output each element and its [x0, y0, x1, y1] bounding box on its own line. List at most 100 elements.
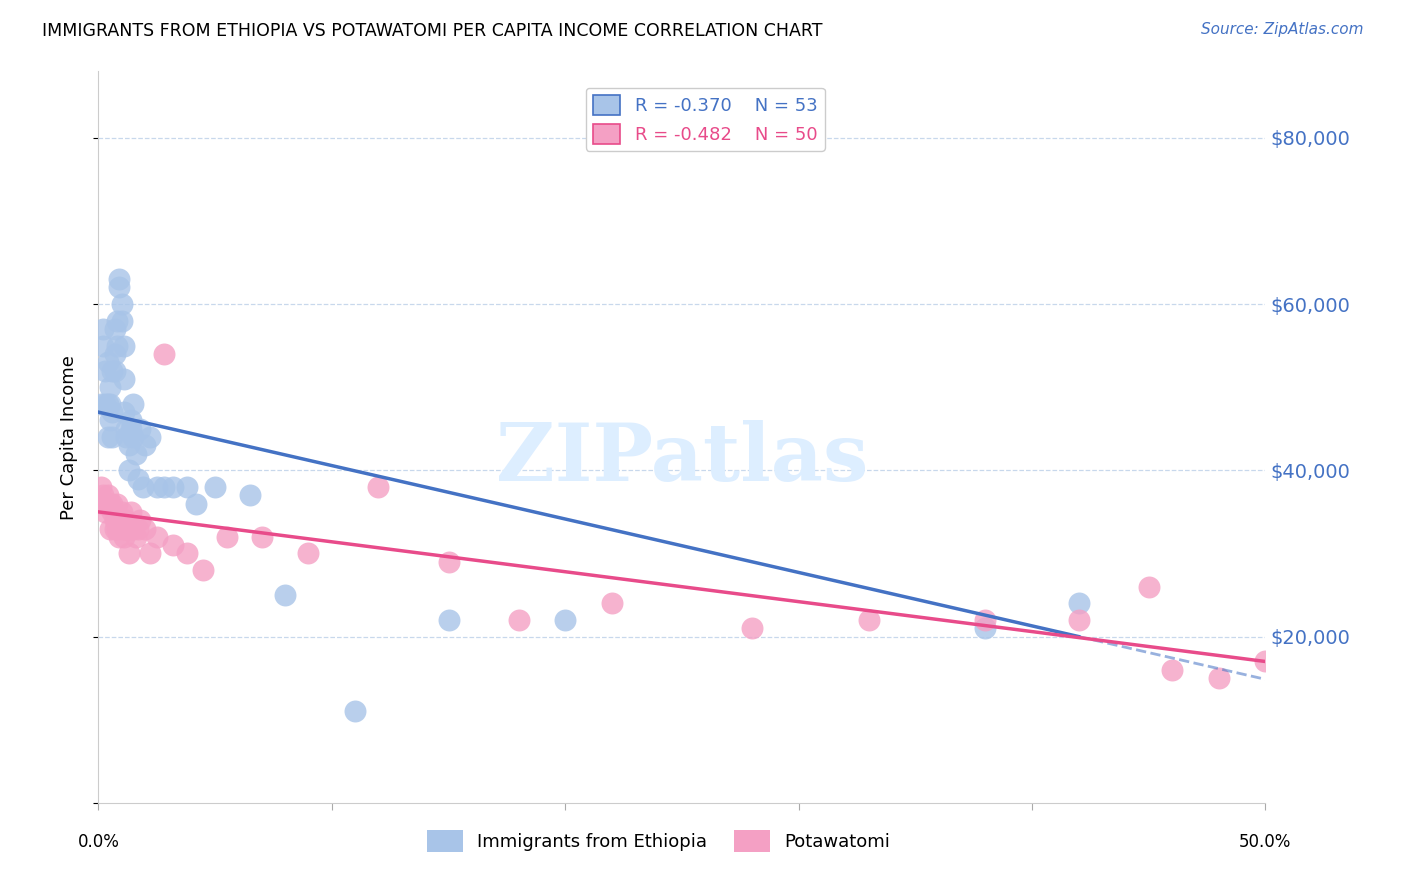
Point — [97, 497, 120, 511]
Point — [118, 546, 141, 560]
Point — [98, 497, 121, 511]
Point — [115, 422, 138, 436]
Point — [98, 380, 121, 394]
Point — [204, 480, 226, 494]
Point — [367, 480, 389, 494]
Point — [104, 513, 127, 527]
Point — [108, 513, 131, 527]
Point — [115, 513, 138, 527]
Point — [91, 338, 114, 352]
Point — [974, 613, 997, 627]
Y-axis label: Per Capita Income: Per Capita Income — [59, 355, 77, 519]
Point — [127, 472, 149, 486]
Point — [101, 497, 124, 511]
Point — [111, 297, 134, 311]
Point — [97, 355, 120, 369]
Point — [186, 497, 208, 511]
Point — [111, 521, 134, 535]
Point — [97, 397, 120, 411]
Point — [115, 430, 138, 444]
Point — [554, 613, 576, 627]
Point — [98, 413, 121, 427]
Point — [122, 521, 145, 535]
Point — [193, 563, 215, 577]
Point — [104, 363, 127, 377]
Point — [90, 480, 112, 494]
Point — [139, 430, 162, 444]
Point — [239, 488, 262, 502]
Point — [120, 413, 142, 427]
Point — [125, 530, 148, 544]
Text: 50.0%: 50.0% — [1239, 833, 1292, 851]
Point — [94, 363, 117, 377]
Point — [162, 538, 184, 552]
Point — [112, 405, 135, 419]
Point — [111, 314, 134, 328]
Point — [90, 397, 112, 411]
Point — [112, 530, 135, 544]
Legend: Immigrants from Ethiopia, Potawatomi: Immigrants from Ethiopia, Potawatomi — [419, 823, 898, 860]
Point — [600, 596, 623, 610]
Point — [108, 280, 131, 294]
Point — [1067, 613, 1090, 627]
Point — [104, 521, 127, 535]
Point — [94, 505, 117, 519]
Point — [115, 521, 138, 535]
Point — [274, 588, 297, 602]
Point — [125, 447, 148, 461]
Point — [111, 505, 134, 519]
Point — [101, 405, 124, 419]
Point — [215, 530, 238, 544]
Point — [98, 397, 121, 411]
Point — [176, 546, 198, 560]
Point — [97, 430, 120, 444]
Point — [101, 363, 124, 377]
Point — [120, 505, 142, 519]
Point — [146, 480, 169, 494]
Point — [118, 438, 141, 452]
Point — [146, 530, 169, 544]
Point — [91, 322, 114, 336]
Point — [152, 480, 174, 494]
Point — [1254, 655, 1277, 669]
Point — [97, 488, 120, 502]
Point — [91, 497, 114, 511]
Point — [129, 513, 152, 527]
Point — [344, 705, 367, 719]
Point — [437, 613, 460, 627]
Text: ZIPatlas: ZIPatlas — [496, 420, 868, 498]
Point — [741, 621, 763, 635]
Point — [122, 430, 145, 444]
Point — [101, 505, 124, 519]
Point — [105, 521, 128, 535]
Point — [437, 555, 460, 569]
Point — [139, 546, 162, 560]
Point — [508, 613, 530, 627]
Point — [94, 397, 117, 411]
Point — [858, 613, 880, 627]
Point — [118, 521, 141, 535]
Point — [104, 347, 127, 361]
Point — [105, 497, 128, 511]
Point — [176, 480, 198, 494]
Point — [297, 546, 319, 560]
Point — [98, 521, 121, 535]
Point — [134, 521, 156, 535]
Point — [122, 397, 145, 411]
Point — [1137, 580, 1160, 594]
Point — [1208, 671, 1230, 685]
Point — [108, 272, 131, 286]
Point — [112, 372, 135, 386]
Point — [105, 314, 128, 328]
Point — [250, 530, 273, 544]
Point — [108, 530, 131, 544]
Point — [127, 521, 149, 535]
Point — [105, 338, 128, 352]
Point — [91, 488, 114, 502]
Point — [134, 438, 156, 452]
Point — [1161, 663, 1184, 677]
Text: 0.0%: 0.0% — [77, 833, 120, 851]
Point — [118, 463, 141, 477]
Text: Source: ZipAtlas.com: Source: ZipAtlas.com — [1201, 22, 1364, 37]
Point — [152, 347, 174, 361]
